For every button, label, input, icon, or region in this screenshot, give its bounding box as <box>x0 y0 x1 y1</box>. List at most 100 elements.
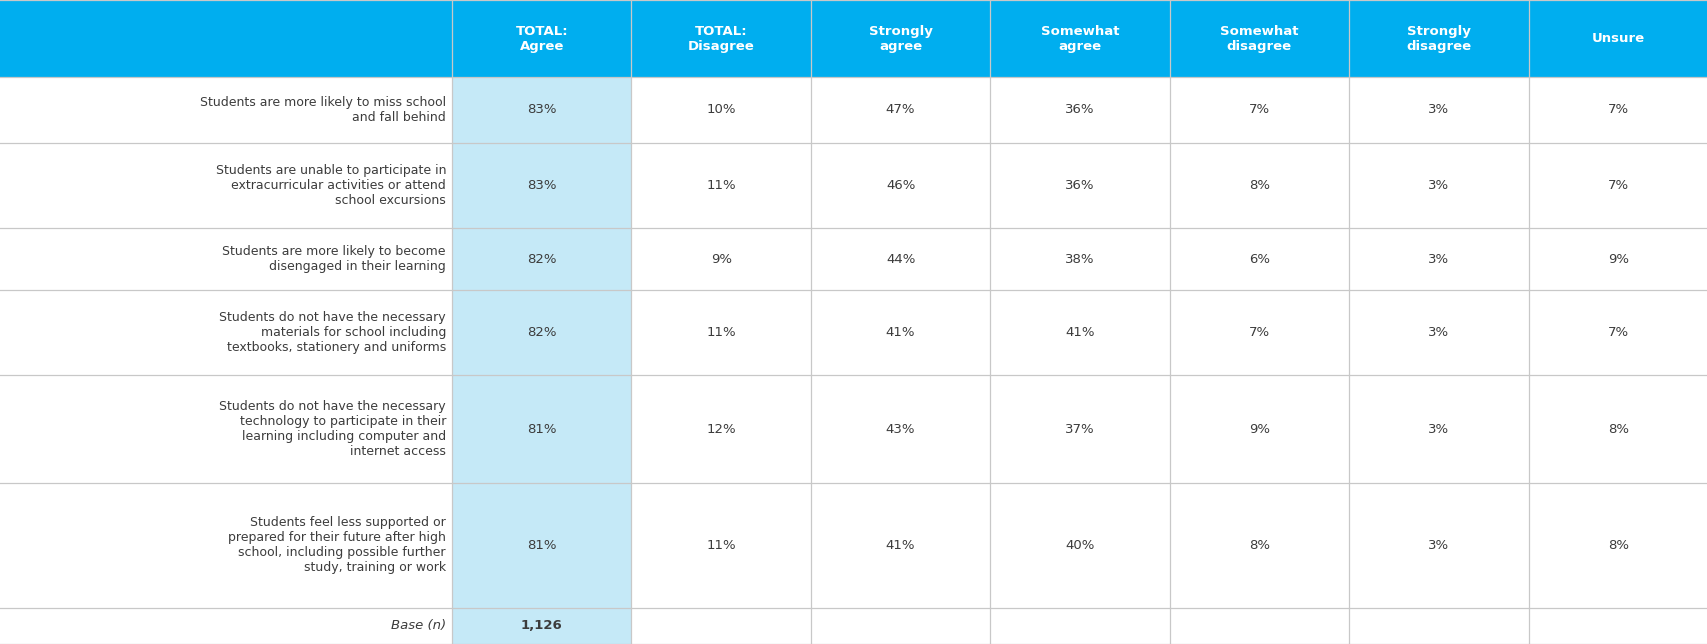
Bar <box>452 290 632 375</box>
Bar <box>1528 483 1707 608</box>
Text: Students are more likely to become
disengaged in their learning: Students are more likely to become disen… <box>222 245 446 273</box>
Bar <box>811 608 990 644</box>
Bar <box>1169 77 1349 143</box>
Text: 41%: 41% <box>886 539 915 552</box>
Bar <box>0 143 452 228</box>
Text: 44%: 44% <box>886 252 915 265</box>
Bar <box>990 0 1169 77</box>
Text: 3%: 3% <box>1427 179 1449 192</box>
Bar <box>1349 228 1528 290</box>
Text: 10%: 10% <box>707 104 736 117</box>
Bar <box>452 483 632 608</box>
Text: 41%: 41% <box>1065 327 1094 339</box>
Text: 36%: 36% <box>1065 104 1094 117</box>
Bar <box>1169 143 1349 228</box>
Bar <box>632 77 811 143</box>
Bar <box>990 228 1169 290</box>
Text: 40%: 40% <box>1065 539 1094 552</box>
Bar <box>1528 0 1707 77</box>
Text: 3%: 3% <box>1427 104 1449 117</box>
Bar <box>632 143 811 228</box>
Text: 7%: 7% <box>1606 179 1628 192</box>
Bar <box>452 228 632 290</box>
Bar <box>632 608 811 644</box>
Bar <box>990 290 1169 375</box>
Bar <box>452 77 632 143</box>
Bar <box>452 0 632 77</box>
Text: Unsure: Unsure <box>1591 32 1644 45</box>
Bar <box>811 0 990 77</box>
Bar <box>1349 0 1528 77</box>
Bar <box>1169 483 1349 608</box>
Text: Students do not have the necessary
materials for school including
textbooks, sta: Students do not have the necessary mater… <box>218 311 446 354</box>
Text: 9%: 9% <box>1248 422 1270 435</box>
Bar <box>632 483 811 608</box>
Bar <box>632 228 811 290</box>
Bar <box>1528 290 1707 375</box>
Bar <box>0 375 452 483</box>
Text: 8%: 8% <box>1606 422 1628 435</box>
Bar <box>990 608 1169 644</box>
Bar <box>632 375 811 483</box>
Text: 1,126: 1,126 <box>521 620 562 632</box>
Text: 83%: 83% <box>527 104 556 117</box>
Bar <box>1169 228 1349 290</box>
Text: 82%: 82% <box>527 252 556 265</box>
Text: 3%: 3% <box>1427 252 1449 265</box>
Text: 7%: 7% <box>1606 327 1628 339</box>
Text: 3%: 3% <box>1427 422 1449 435</box>
Text: 9%: 9% <box>710 252 731 265</box>
Text: Students do not have the necessary
technology to participate in their
learning i: Students do not have the necessary techn… <box>218 400 446 458</box>
Bar <box>1528 228 1707 290</box>
Bar <box>990 375 1169 483</box>
Bar <box>1169 290 1349 375</box>
Bar <box>1169 608 1349 644</box>
Text: TOTAL:
Disagree: TOTAL: Disagree <box>688 24 754 53</box>
Bar <box>1349 483 1528 608</box>
Text: 82%: 82% <box>527 327 556 339</box>
Bar <box>0 483 452 608</box>
Text: 7%: 7% <box>1248 104 1270 117</box>
Bar <box>0 608 452 644</box>
Bar <box>811 77 990 143</box>
Text: 38%: 38% <box>1065 252 1094 265</box>
Text: 12%: 12% <box>707 422 736 435</box>
Bar <box>1528 375 1707 483</box>
Text: Students are more likely to miss school
and fall behind: Students are more likely to miss school … <box>200 96 446 124</box>
Text: 83%: 83% <box>527 179 556 192</box>
Text: 43%: 43% <box>886 422 915 435</box>
Text: Students are unable to participate in
extracurricular activities or attend
schoo: Students are unable to participate in ex… <box>215 164 446 207</box>
Text: 8%: 8% <box>1248 179 1270 192</box>
Text: Base (n): Base (n) <box>391 620 446 632</box>
Text: Somewhat
disagree: Somewhat disagree <box>1219 24 1297 53</box>
Bar <box>452 143 632 228</box>
Bar <box>452 375 632 483</box>
Text: Somewhat
agree: Somewhat agree <box>1040 24 1118 53</box>
Bar <box>990 77 1169 143</box>
Bar <box>0 77 452 143</box>
Bar <box>0 0 452 77</box>
Text: 7%: 7% <box>1606 104 1628 117</box>
Text: 37%: 37% <box>1065 422 1094 435</box>
Text: 47%: 47% <box>886 104 915 117</box>
Bar <box>811 290 990 375</box>
Bar <box>452 608 632 644</box>
Text: 11%: 11% <box>707 539 736 552</box>
Bar <box>811 483 990 608</box>
Text: TOTAL:
Agree: TOTAL: Agree <box>516 24 568 53</box>
Bar <box>0 228 452 290</box>
Bar <box>1528 143 1707 228</box>
Bar <box>1528 77 1707 143</box>
Text: 3%: 3% <box>1427 327 1449 339</box>
Text: 36%: 36% <box>1065 179 1094 192</box>
Bar <box>632 0 811 77</box>
Bar <box>1349 77 1528 143</box>
Text: 81%: 81% <box>527 539 556 552</box>
Bar <box>0 290 452 375</box>
Text: 6%: 6% <box>1248 252 1270 265</box>
Text: 81%: 81% <box>527 422 556 435</box>
Bar <box>1349 290 1528 375</box>
Bar <box>1349 375 1528 483</box>
Text: 8%: 8% <box>1606 539 1628 552</box>
Text: 11%: 11% <box>707 179 736 192</box>
